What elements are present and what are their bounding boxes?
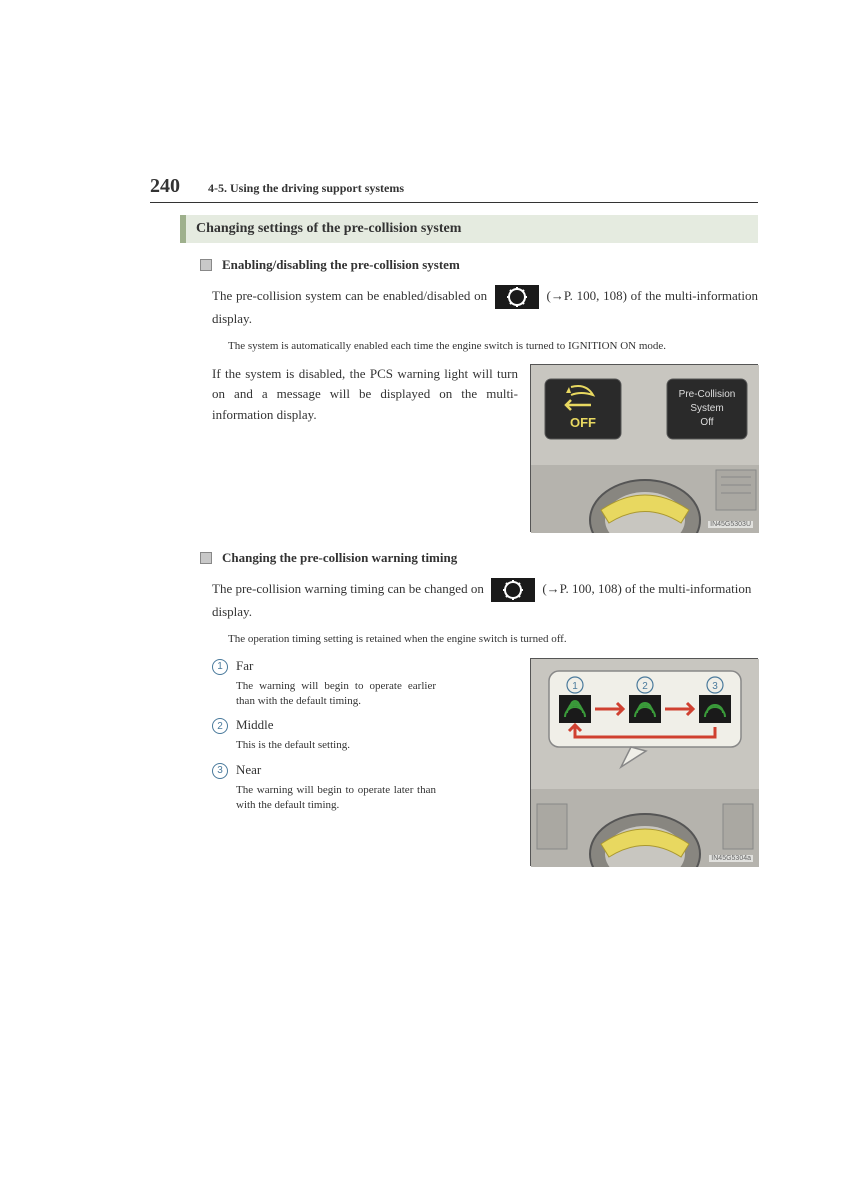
- option-middle: 2 Middle: [212, 717, 518, 734]
- figure-pcs-off: OFF Pre-Collision System Off IN45G5303U: [530, 364, 758, 532]
- svg-text:Pre-Collision: Pre-Collision: [679, 389, 736, 400]
- subsection-heading-timing: Changing the pre-collision warning timin…: [200, 550, 758, 566]
- figure-timing: 1 2 3: [530, 658, 758, 866]
- figure-id-label: IN45G5304a: [709, 855, 753, 862]
- subsection-heading-enable: Enabling/disabling the pre-collision sys…: [200, 257, 758, 273]
- option-desc: The warning will begin to operate later …: [236, 783, 436, 814]
- square-bullet-icon: [200, 552, 212, 564]
- subsection-text: Enabling/disabling the pre-collision sys…: [222, 257, 460, 273]
- off-label: OFF: [570, 415, 596, 430]
- page-number: 240: [150, 175, 180, 198]
- text-before-icon: The pre-collision warning timing can be …: [212, 581, 487, 596]
- option-label: Far: [236, 658, 253, 675]
- subsection-text: Changing the pre-collision warning timin…: [222, 550, 457, 566]
- section-title: Changing settings of the pre-collision s…: [180, 215, 758, 243]
- note-text: The operation timing setting is retained…: [228, 631, 758, 648]
- circled-number-icon: 2: [212, 718, 228, 734]
- option-desc: The warning will begin to operate earlie…: [236, 679, 436, 710]
- page-header: 240 4-5. Using the driving support syste…: [150, 175, 758, 203]
- option-label: Near: [236, 762, 261, 779]
- note-text: The system is automatically enabled each…: [228, 338, 758, 355]
- chapter-title: 4-5. Using the driving support systems: [208, 181, 404, 196]
- disabled-text: If the system is disabled, the PCS warni…: [212, 364, 518, 532]
- timing-options: 1 Far The warning will begin to operate …: [150, 658, 518, 866]
- option-desc: This is the default setting.: [236, 738, 436, 753]
- svg-text:Off: Off: [700, 417, 713, 428]
- text-before-icon: The pre-collision system can be enabled/…: [212, 288, 491, 303]
- svg-text:2: 2: [642, 681, 648, 692]
- svg-text:1: 1: [572, 681, 578, 692]
- manual-page: 240 4-5. Using the driving support syste…: [0, 0, 848, 866]
- figure-id-label: IN45G5303U: [708, 521, 753, 528]
- option-label: Middle: [236, 717, 274, 734]
- circled-number-icon: 1: [212, 659, 228, 675]
- gear-icon: [495, 285, 539, 309]
- svg-text:System: System: [690, 403, 723, 414]
- gear-icon: [491, 578, 535, 602]
- body-paragraph: The pre-collision system can be enabled/…: [212, 285, 758, 330]
- disabled-row: If the system is disabled, the PCS warni…: [212, 364, 758, 532]
- timing-block: 1 Far The warning will begin to operate …: [150, 658, 758, 866]
- option-far: 1 Far: [212, 658, 518, 675]
- body-paragraph: The pre-collision warning timing can be …: [212, 578, 758, 623]
- svg-text:3: 3: [712, 681, 718, 692]
- circled-number-icon: 3: [212, 763, 228, 779]
- square-bullet-icon: [200, 259, 212, 271]
- option-near: 3 Near: [212, 762, 518, 779]
